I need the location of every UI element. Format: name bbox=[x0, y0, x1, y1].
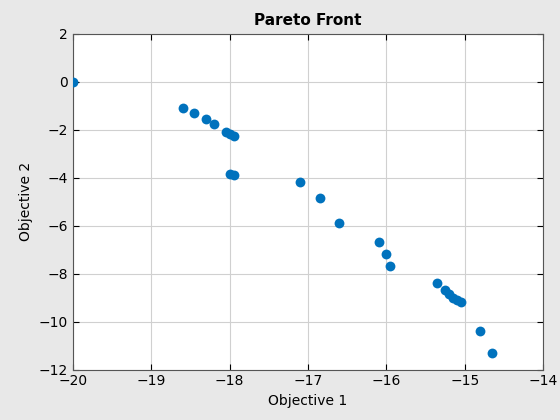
Y-axis label: Objective 2: Objective 2 bbox=[19, 162, 33, 241]
Point bbox=[225, 171, 234, 177]
Point bbox=[296, 179, 305, 186]
Point bbox=[178, 105, 187, 111]
Title: Pareto Front: Pareto Front bbox=[254, 13, 362, 28]
Point bbox=[441, 287, 450, 294]
Point bbox=[229, 132, 238, 139]
Point bbox=[209, 120, 218, 127]
Point bbox=[476, 328, 485, 335]
Point bbox=[456, 299, 465, 306]
Point bbox=[374, 239, 383, 246]
Point bbox=[452, 297, 461, 303]
Point bbox=[229, 172, 238, 178]
Point bbox=[382, 251, 391, 258]
Point bbox=[445, 291, 454, 297]
Point bbox=[449, 294, 458, 301]
Point bbox=[68, 78, 77, 85]
X-axis label: Objective 1: Objective 1 bbox=[268, 394, 348, 408]
Point bbox=[202, 116, 211, 122]
Point bbox=[315, 194, 324, 201]
Point bbox=[190, 110, 199, 116]
Point bbox=[386, 263, 395, 270]
Point bbox=[221, 129, 230, 135]
Point bbox=[488, 349, 497, 356]
Point bbox=[225, 131, 234, 138]
Point bbox=[433, 280, 442, 286]
Point bbox=[335, 220, 344, 226]
